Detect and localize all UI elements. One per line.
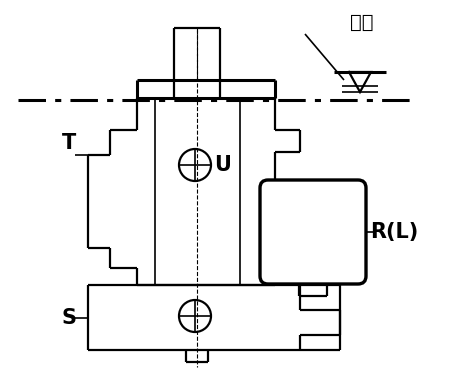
Circle shape [179,300,211,332]
FancyBboxPatch shape [259,180,365,284]
Text: R(L): R(L) [369,222,417,242]
Text: 油液: 油液 [349,12,373,32]
Text: U: U [213,155,230,175]
Circle shape [179,149,211,181]
Text: S: S [62,308,77,328]
Text: T: T [62,133,76,153]
